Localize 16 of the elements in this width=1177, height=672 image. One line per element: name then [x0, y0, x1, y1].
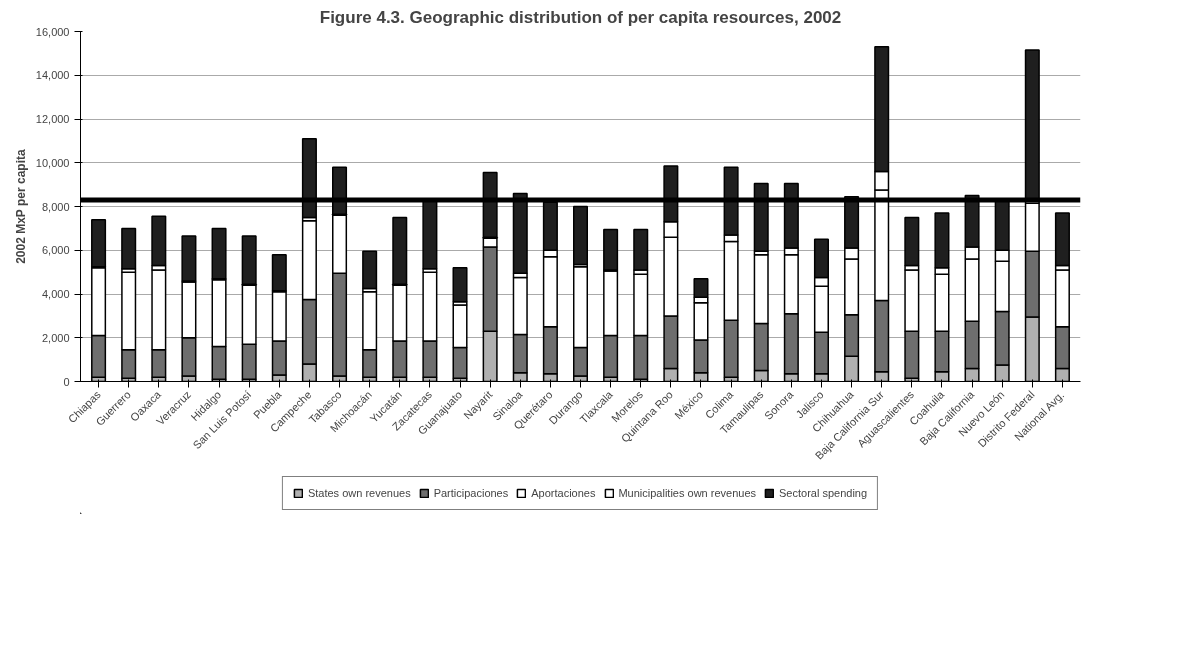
y-tick-label: 16,000 — [35, 25, 70, 38]
y-tick-label: 8,000 — [41, 200, 70, 213]
y-tick-label: 6,000 — [41, 244, 70, 257]
y-axis-title: 2002 MxP per capita — [13, 149, 28, 264]
legend-label: States own revenues — [307, 487, 411, 499]
legend-label: Aportaciones — [531, 487, 596, 499]
legend-label: Participaciones — [433, 487, 509, 499]
chart-title: Figure 4.3. Geographic distribution of per capita resources, 2002 — [319, 7, 842, 27]
y-tick-label: 2,000 — [41, 331, 70, 344]
y-tick-label: 12,000 — [35, 113, 70, 125]
legend-label: Sectoral spending — [779, 487, 868, 499]
y-tick-label: 4,000 — [41, 288, 70, 300]
y-tick-label: 10,000 — [35, 156, 70, 169]
y-tick-label: 0 — [63, 375, 70, 388]
y-tick-label: 14,000 — [35, 69, 70, 82]
legend-label: Municipalities own revenues — [618, 487, 757, 499]
